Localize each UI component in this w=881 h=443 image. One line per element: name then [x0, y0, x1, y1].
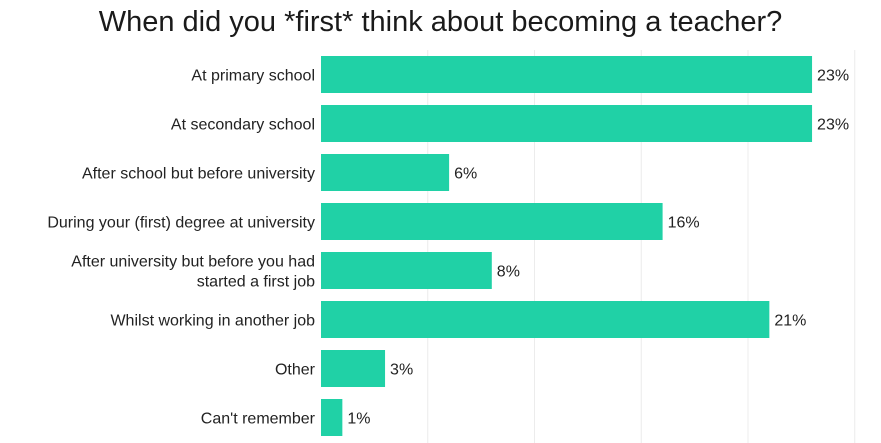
- bar: [321, 105, 813, 142]
- value-label: 8%: [497, 264, 520, 281]
- bar: [321, 301, 770, 338]
- bar: [321, 203, 663, 240]
- category-label: started a first job: [197, 274, 315, 291]
- value-label: 1%: [347, 411, 370, 428]
- bar: [321, 350, 386, 387]
- category-label: During your (first) degree at university: [47, 215, 315, 232]
- value-label: 6%: [454, 166, 477, 183]
- bar: [321, 56, 813, 93]
- chart-title: When did you *first* think about becomin…: [98, 6, 783, 38]
- category-label: After university but before you had: [71, 254, 315, 271]
- category-label: Other: [275, 362, 316, 379]
- category-label: At secondary school: [171, 117, 315, 134]
- value-label: 3%: [390, 362, 413, 379]
- category-label: After school but before university: [82, 166, 315, 183]
- category-label: At primary school: [191, 68, 315, 85]
- value-label: 16%: [668, 215, 700, 232]
- value-label: 21%: [774, 313, 806, 330]
- value-label: 23%: [817, 68, 849, 85]
- category-label: Can't remember: [201, 411, 316, 428]
- value-label: 23%: [817, 117, 849, 134]
- category-label: Whilst working in another job: [110, 313, 315, 330]
- bar: [321, 154, 450, 191]
- bar: [321, 399, 343, 436]
- bar: [321, 252, 492, 289]
